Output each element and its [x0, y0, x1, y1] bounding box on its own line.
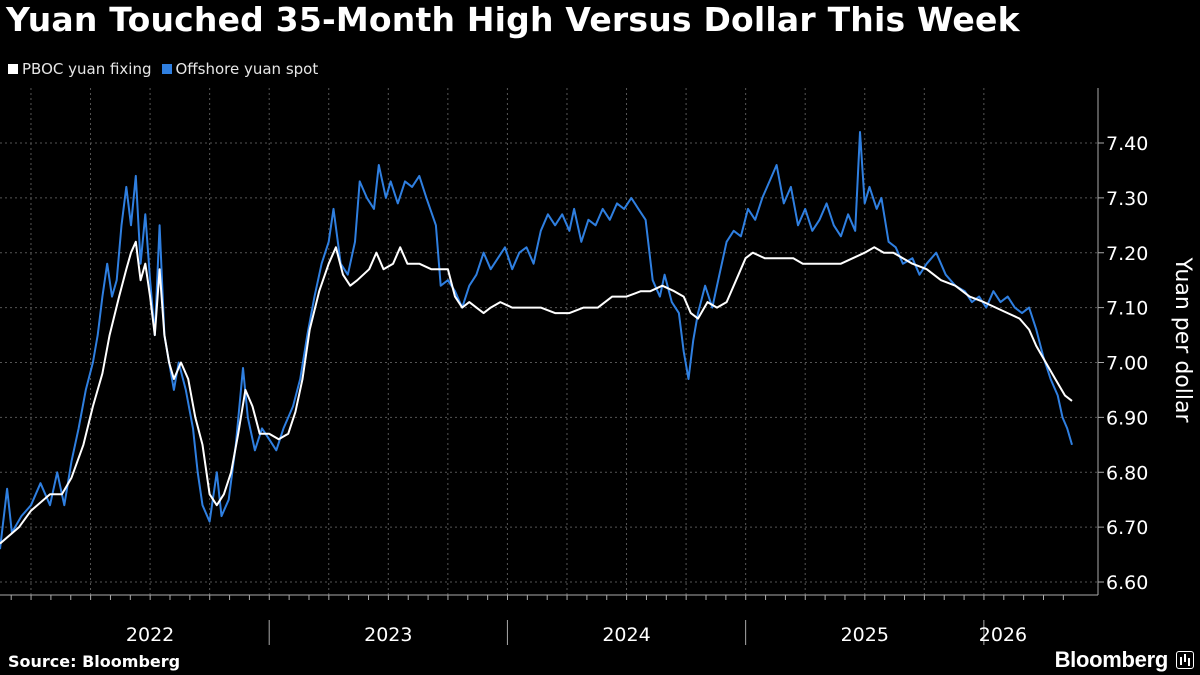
x-tick-label: 2023: [364, 624, 412, 646]
x-tick-label: 2025: [841, 624, 889, 646]
x-tick-label: 2024: [602, 624, 650, 646]
x-tick-label: 2026: [979, 624, 1027, 646]
bloomberg-logo: Bloomberg: [1054, 647, 1169, 672]
y-tick-label: 6.90: [1106, 407, 1148, 429]
legend-item-fixing: PBOC yuan fixing: [8, 60, 152, 78]
legend-label-spot: Offshore yuan spot: [175, 60, 319, 78]
bloomberg-chart-icon: [1176, 651, 1194, 669]
y-tick-label: 7.20: [1106, 243, 1148, 265]
legend-label-fixing: PBOC yuan fixing: [22, 60, 152, 78]
legend-swatch-fixing: [8, 64, 18, 74]
x-tick-label: 2022: [126, 624, 174, 646]
y-tick-label: 7.00: [1106, 353, 1148, 375]
legend-swatch-spot: [161, 64, 172, 74]
legend-item-spot: Offshore yuan spot: [161, 60, 319, 78]
y-tick-label: 6.60: [1106, 572, 1148, 594]
legend: PBOC yuan fixing Offshore yuan spot: [8, 60, 318, 78]
series-line-pboc-fixing: [0, 240, 1073, 545]
chart-title: Yuan Touched 35-Month High Versus Dollar…: [6, 0, 1020, 39]
y-tick-label: 6.80: [1106, 462, 1148, 484]
y-tick-label: 7.40: [1106, 133, 1148, 155]
y-axis-title: Yuan per dollar: [1170, 257, 1195, 424]
y-tick-label: 6.70: [1106, 517, 1148, 539]
y-tick-label: 7.10: [1106, 298, 1148, 320]
y-tick-label: 7.30: [1106, 188, 1148, 210]
series-line-offshore-spot: [0, 131, 1073, 550]
source-note: Source: Bloomberg: [8, 652, 181, 671]
